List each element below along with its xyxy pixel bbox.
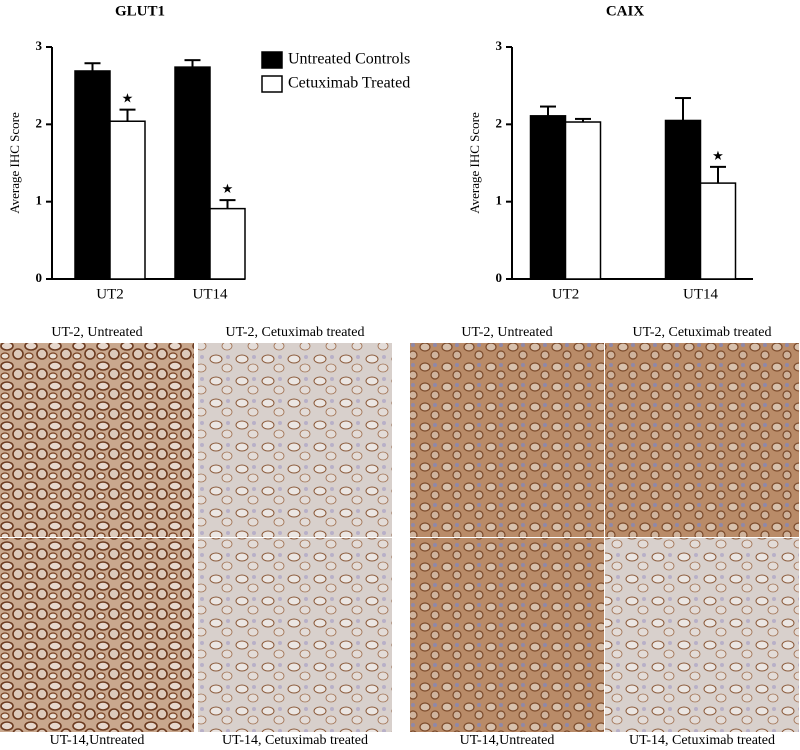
y-tick-label: 2 (496, 115, 503, 130)
image-caption: UT-14, Cetuximab treated (222, 733, 368, 748)
chart-title: GLUT1 (115, 3, 165, 19)
y-tick-label: 2 (36, 115, 43, 130)
micrograph (605, 343, 799, 537)
legend-label: Untreated Controls (288, 51, 410, 68)
micrograph (410, 343, 604, 537)
y-tick-label: 1 (36, 193, 43, 208)
image-caption: UT-2, Cetuximab treated (632, 325, 771, 340)
significance-star: ★ (222, 181, 234, 196)
bar (74, 70, 111, 280)
x-tick-label: UT14 (683, 286, 718, 302)
micrograph (198, 538, 392, 732)
x-tick-label: UT14 (193, 286, 228, 302)
bar (174, 66, 211, 280)
y-tick-label: 1 (496, 193, 503, 208)
y-tick-label: 3 (36, 38, 43, 53)
significance-star: ★ (122, 91, 134, 106)
bar (699, 182, 737, 280)
x-tick-label: UT2 (552, 286, 580, 302)
bar (664, 119, 702, 280)
y-tick-label: 0 (36, 270, 43, 285)
bar (109, 120, 146, 280)
y-tick-label: 3 (496, 38, 503, 53)
micrograph (605, 538, 799, 732)
bar (529, 115, 567, 280)
y-tick-label: 0 (496, 270, 503, 285)
legend-label: Cetuximab Treated (288, 75, 410, 92)
x-tick-label: UT2 (96, 286, 124, 302)
image-caption: UT-14, Cetuximab treated (629, 733, 775, 748)
image-caption: UT-14,Untreated (460, 733, 555, 748)
image-caption: UT-2, Untreated (51, 325, 142, 340)
image-caption: UT-2, Cetuximab treated (225, 325, 364, 340)
micrograph (0, 343, 194, 537)
micrograph (198, 343, 392, 537)
y-axis-label: Average IHC Score (467, 112, 482, 214)
legend-swatch (261, 75, 283, 93)
y-axis-label: Average IHC Score (7, 112, 22, 214)
bar (564, 121, 602, 280)
significance-star: ★ (712, 148, 724, 163)
micrograph (0, 538, 194, 732)
micrograph (410, 538, 604, 732)
chart-title: CAIX (606, 3, 645, 19)
legend-swatch (261, 51, 283, 69)
bar (209, 207, 246, 280)
image-caption: UT-2, Untreated (461, 325, 552, 340)
image-caption: UT-14,Untreated (50, 733, 145, 748)
